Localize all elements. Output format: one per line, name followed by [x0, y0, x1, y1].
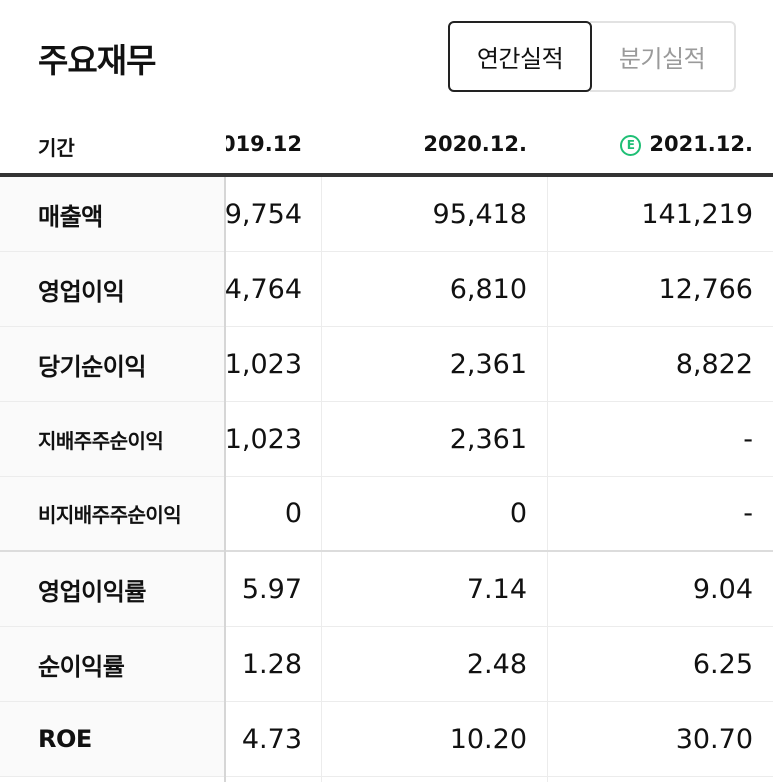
- table-cell: 4,764: [226, 273, 302, 305]
- table-cell: 9,754: [226, 198, 302, 230]
- column-header-2021: E 2021.12.: [548, 132, 753, 156]
- table-row-operating-margin: 영업이익률 5.97 7.14 9.04: [0, 552, 773, 627]
- table-row-operating-income: 영업이익 4,764 6,810 12,766: [0, 252, 773, 327]
- table-row-noncontrolling-net-income: 비지배주주순이익 0 0 -: [0, 477, 773, 552]
- column-header-2020: 2020.12.: [423, 132, 527, 156]
- table-cell: 10.20: [449, 723, 527, 755]
- table-cell: 12,766: [658, 273, 753, 305]
- column-header-2019-text: 019.12.: [226, 132, 302, 156]
- table-row-controlling-net-income: 지배주주순이익 1,023 2,361 -: [0, 402, 773, 477]
- column-divider: [321, 177, 322, 782]
- table-cell: 1.28: [241, 648, 302, 680]
- financial-table-body[interactable]: 매출액 9,754 95,418 141,219 영업이익 4,764 6,81…: [0, 177, 773, 782]
- table-cell: 6.25: [692, 648, 753, 680]
- period-toggle: 연간실적 분기실적: [448, 21, 736, 92]
- table-cell: 0: [284, 498, 302, 529]
- table-cell: 2,361: [449, 348, 527, 380]
- tab-quarterly[interactable]: 분기실적: [590, 21, 736, 92]
- row-label: 매출액: [0, 177, 225, 251]
- table-cell: 7.14: [466, 573, 527, 605]
- section-header: 주요재무 연간실적 분기실적: [0, 0, 773, 112]
- table-header: 기간 019.12. 2020.12. E 2021.12.: [0, 112, 773, 174]
- table-cell: 141,219: [641, 198, 753, 230]
- table-cell: 30.70: [675, 723, 753, 755]
- estimate-badge-icon: E: [620, 135, 642, 156]
- table-cell: 8,822: [675, 348, 753, 380]
- column-header-2021-text: 2021.12.: [649, 132, 753, 156]
- table-cell: 0: [509, 498, 527, 529]
- tab-annual[interactable]: 연간실적: [448, 21, 592, 92]
- row-label: 지배주주순이익: [0, 402, 225, 476]
- sticky-column-divider: [224, 177, 226, 782]
- section-title: 주요재무: [38, 41, 156, 80]
- table-cell: -: [743, 423, 753, 455]
- table-cell: 2,361: [449, 423, 527, 455]
- row-label: 순이익률: [0, 627, 225, 701]
- header-divider: [0, 173, 773, 177]
- table-row-roe: ROE 4.73 10.20 30.70: [0, 702, 773, 777]
- table-row-net-margin: 순이익률 1.28 2.48 6.25: [0, 627, 773, 702]
- table-cell: 1,023: [226, 423, 302, 455]
- row-label: 비지배주주순이익: [0, 477, 225, 550]
- table-cell: 6,810: [449, 273, 527, 305]
- row-label: ROE: [0, 702, 225, 776]
- table-cell: 9.04: [692, 573, 753, 605]
- table-row-net-income: 당기순이익 1,023 2,361 8,822: [0, 327, 773, 402]
- table-cell: 95,418: [432, 198, 527, 230]
- row-label: 영업이익: [0, 252, 225, 326]
- table-cell: -: [743, 498, 753, 529]
- row-label: 영업이익률: [0, 552, 225, 626]
- table-row-revenue: 매출액 9,754 95,418 141,219: [0, 177, 773, 252]
- row-label: 당기순이익: [0, 327, 225, 401]
- column-divider: [547, 177, 548, 782]
- table-cell: 4.73: [241, 723, 302, 755]
- table-cell: 2.48: [466, 648, 527, 680]
- column-header-2019: 019.12.: [226, 132, 302, 156]
- period-label: 기간: [38, 136, 75, 160]
- table-cell: 1,023: [226, 348, 302, 380]
- table-cell: 5.97: [241, 573, 302, 605]
